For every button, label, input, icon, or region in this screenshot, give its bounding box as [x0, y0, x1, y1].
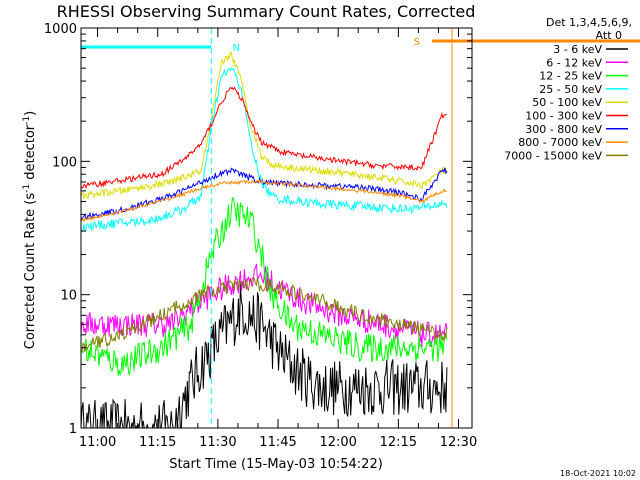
legend-label-6: 100 - 300 keV: [525, 110, 602, 123]
chart-title: RHESSI Observing Summary Count Rates, Co…: [57, 2, 476, 21]
series-line-9-segment-1: [81, 277, 448, 353]
legend-label-7: 300 - 800 keV: [525, 123, 602, 136]
legend-title-line-2: Att 0: [596, 29, 622, 42]
series-line-5-segment-1: [81, 51, 448, 200]
y-axis-label-mid: detector: [23, 124, 38, 184]
legend-label-9: 7000 - 15000 keV: [504, 149, 602, 162]
x-tick-label: 12:15: [380, 435, 417, 450]
y-axis-label-base: Corrected Count Rate (s: [23, 193, 38, 350]
legend-label-1: 3 - 6 keV: [553, 43, 602, 56]
legend-label-2: 6 - 12 keV: [546, 56, 602, 69]
legend-label-5: 50 - 100 keV: [532, 96, 602, 109]
legend-label-3: 12 - 25 keV: [539, 70, 602, 83]
y-axis-label-exp1: -1: [22, 184, 32, 193]
axes: 1 10 100 1000 11:00 11:15 11:30 11:45 12:00 12:15…: [44, 22, 477, 450]
saa-label: S: [414, 37, 420, 48]
y-tick-label: 1: [69, 422, 77, 437]
x-tick-label: 11:45: [259, 435, 296, 450]
x-tick-label: 11:30: [199, 435, 236, 450]
series-line-4-segment-1: [81, 66, 448, 233]
y-axis-label: Corrected Count Rate (s-1 detector-1): [22, 111, 38, 349]
x-tick-label: 12:30: [440, 435, 477, 450]
legend-title-line-1: Det 1,3,4,5,6,9,: [546, 16, 632, 29]
x-tick-label: 11:15: [139, 435, 176, 450]
x-tick-label: 11:00: [79, 435, 116, 450]
y-tick-label: 1000: [44, 22, 77, 37]
series-line-1-segment-1: [81, 283, 448, 428]
series-group: [81, 51, 448, 428]
legend-label-4: 25 - 50 keV: [539, 83, 602, 96]
series-line-7-segment-1: [81, 167, 448, 221]
night-label: N: [233, 43, 240, 54]
legend-label-8: 800 - 7000 keV: [518, 136, 602, 149]
timestamp: 18-Oct-2021 10:02: [560, 469, 636, 478]
y-axis-label-exp2: -1: [22, 116, 32, 125]
series-line-2-segment-1: [81, 263, 448, 347]
series-line-8-segment-1: [81, 179, 447, 223]
y-tick-label: 10: [60, 289, 77, 304]
x-tick-label: 12:00: [319, 435, 356, 450]
series-line-6-segment-1: [81, 86, 448, 189]
y-tick-label: 100: [52, 155, 77, 170]
series-line-3-segment-1: [81, 196, 448, 377]
y-axis-label-end: ): [23, 111, 38, 116]
axes-frame: [80, 27, 473, 429]
x-axis-label: Start Time (15-May-03 10:54:22): [169, 457, 383, 472]
